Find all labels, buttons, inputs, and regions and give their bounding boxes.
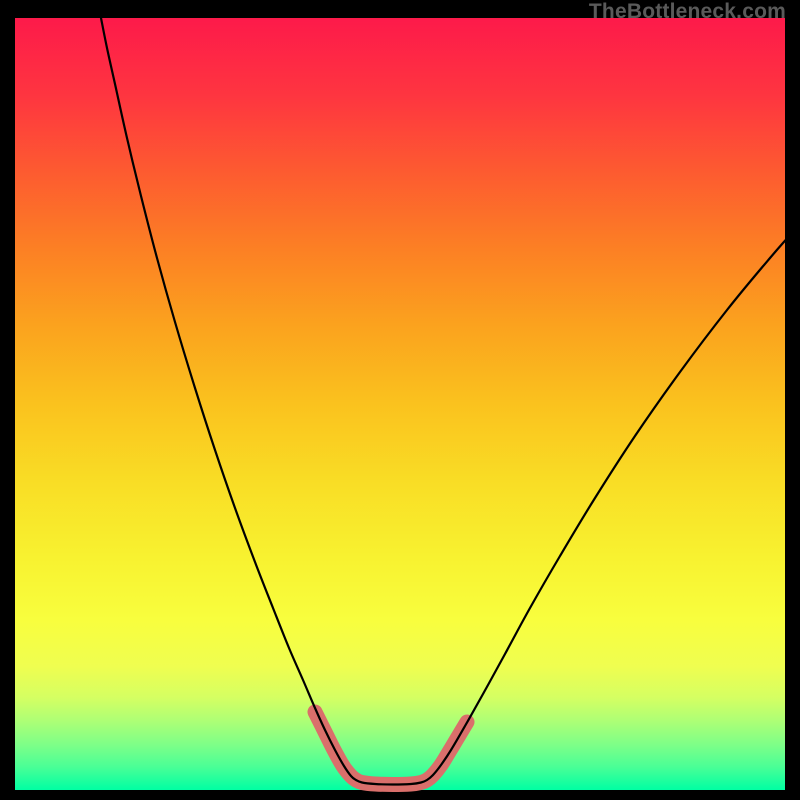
gradient-background [15,18,785,790]
watermark-text: TheBottleneck.com [589,0,786,24]
plot-area [15,18,785,790]
chart-frame: TheBottleneck.com [0,0,800,800]
